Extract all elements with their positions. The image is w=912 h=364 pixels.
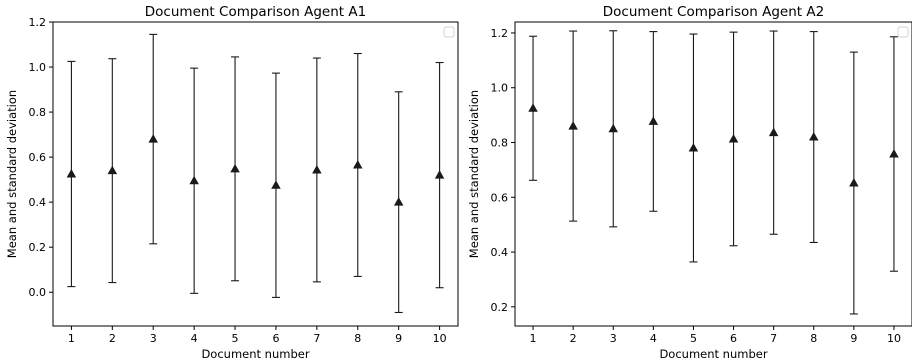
- x-tick-label: 5: [232, 332, 239, 345]
- x-tick-label: 5: [690, 332, 697, 345]
- mean-marker: [434, 170, 445, 179]
- x-tick-label: 1: [530, 332, 537, 345]
- plot-area: [66, 33, 445, 314]
- y-tick-label: 0.8: [29, 106, 47, 119]
- x-tick-label: 4: [650, 332, 657, 345]
- x-tick-label: 7: [313, 332, 320, 345]
- y-tick-label: 0.8: [491, 137, 509, 150]
- chart-title: Document Comparison Agent A1: [145, 4, 366, 20]
- x-tick-label: 2: [109, 332, 116, 345]
- mean-marker: [393, 197, 404, 206]
- y-tick-label: 1.0: [491, 82, 509, 95]
- x-tick-label: 10: [433, 332, 447, 345]
- mean-marker: [312, 164, 322, 174]
- x-axis-label: Document number: [201, 347, 309, 361]
- x-tick-label: 8: [810, 332, 817, 345]
- y-tick-label: 0.6: [491, 191, 509, 204]
- y-tick-label: 1.2: [491, 27, 509, 40]
- plot-frame: [514, 21, 912, 327]
- x-tick-label: 9: [395, 332, 402, 345]
- mean-marker: [768, 127, 779, 137]
- x-tick-label: 3: [150, 332, 157, 345]
- y-tick-label: 0.6: [29, 151, 47, 164]
- y-axis-label: Mean and standard deviation: [5, 90, 19, 258]
- mean-marker: [66, 169, 77, 178]
- mean-marker: [728, 133, 739, 143]
- mean-marker: [889, 149, 899, 158]
- x-tick-label: 10: [887, 332, 901, 345]
- x-tick-label: 4: [191, 332, 198, 345]
- chart-panel-agent-a2: Document Comparison Agent A2 Document num…: [467, 4, 912, 361]
- x-tick-label: 7: [770, 332, 777, 345]
- plot-area: [528, 30, 899, 315]
- legend-box: [897, 26, 909, 38]
- y-tick-label: 0.0: [29, 286, 47, 299]
- y-tick-label: 1.2: [29, 16, 47, 29]
- x-tick-label: 9: [850, 332, 857, 345]
- mean-marker: [648, 116, 659, 125]
- mean-marker: [271, 180, 281, 189]
- mean-marker: [568, 121, 578, 130]
- y-tick-label: 1.0: [29, 61, 47, 74]
- mean-marker: [688, 142, 699, 152]
- mean-marker: [608, 123, 618, 133]
- mean-marker: [148, 134, 158, 143]
- mean-marker: [189, 175, 199, 185]
- chart-panel-agent-a1: Document Comparison Agent A1 Document num…: [5, 4, 459, 361]
- y-tick-label: 0.4: [491, 246, 509, 259]
- mean-marker: [528, 103, 538, 112]
- y-tick-label: 0.2: [29, 241, 47, 254]
- x-tick-label: 8: [354, 332, 361, 345]
- y-axis-label: Mean and standard deviation: [467, 90, 481, 258]
- y-tick-label: 0.2: [491, 301, 509, 314]
- x-axis-label: Document number: [659, 347, 767, 361]
- mean-marker: [107, 165, 118, 175]
- mean-marker: [230, 163, 240, 173]
- x-tick-label: 3: [610, 332, 617, 345]
- plot-frame: [52, 21, 459, 327]
- legend-box: [443, 26, 455, 38]
- x-tick-label: 1: [68, 332, 75, 345]
- mean-marker: [849, 178, 859, 187]
- mean-marker: [809, 132, 819, 141]
- chart-title: Document Comparison Agent A2: [603, 4, 824, 20]
- y-tick-label: 0.4: [29, 196, 47, 209]
- x-tick-label: 6: [272, 332, 279, 345]
- x-tick-label: 6: [730, 332, 737, 345]
- mean-marker: [353, 159, 363, 169]
- x-tick-label: 2: [570, 332, 577, 345]
